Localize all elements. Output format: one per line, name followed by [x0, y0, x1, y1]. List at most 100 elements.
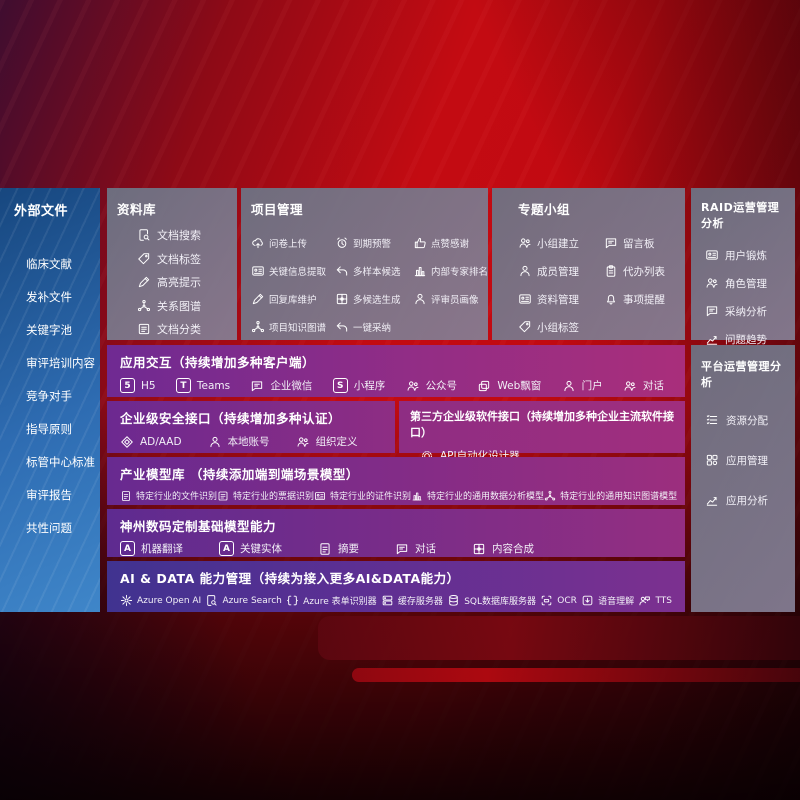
app-manage-icon	[705, 453, 719, 467]
feature-item: 评审员画像	[413, 285, 488, 313]
feature-item: 回复库维护	[251, 285, 333, 313]
member-manage-icon	[518, 264, 532, 278]
id-recognition-icon	[314, 490, 326, 502]
org-define-icon	[296, 435, 310, 449]
panel-title-platform: 平台运营管理分析	[701, 360, 782, 389]
service-item: SQL数据库服务器	[447, 594, 536, 607]
highlight-icon	[137, 275, 151, 289]
sidebar-item: 审评培训内容	[26, 356, 95, 370]
sidebar-item: 共性问题	[26, 521, 72, 535]
panel-title-thirdparty: 第三方企业级软件接口（持续增加多种企业主流软件接口）	[410, 410, 674, 439]
capability-item: 内容合成	[472, 541, 534, 556]
feature-item: 问题趋势	[705, 325, 787, 353]
upload-cloud-icon	[251, 236, 265, 250]
service-item: Azure Search	[205, 594, 282, 607]
summary-icon	[318, 542, 332, 556]
speech-understanding-icon	[581, 594, 594, 607]
capability-item: 对话	[395, 541, 436, 556]
feature-item: 事项提醒	[604, 285, 673, 313]
group-tag-icon	[518, 320, 532, 334]
feature-item: 关键信息提取	[251, 257, 333, 285]
laptop-silhouette	[318, 616, 800, 660]
app-analysis-icon	[705, 493, 719, 507]
thirdparty-interface-panel: 第三方企业级软件接口（持续增加多种企业主流软件接口） API自动化设计器	[399, 401, 685, 462]
azure-search-icon	[205, 594, 218, 607]
sidebar-item: 临床文献	[26, 257, 72, 271]
wechat-work-icon	[250, 379, 264, 393]
feature-item: 留言板	[604, 229, 673, 257]
platform-analysis-panel: 平台运营管理分析 资源分配 应用管理 应用分析	[691, 345, 795, 612]
resource-alloc-icon	[705, 413, 719, 427]
row-title-interaction: 应用交互（持续增加多种客户端）	[120, 355, 316, 370]
feature-item: 角色管理	[705, 269, 787, 297]
translate-icon: A	[120, 541, 135, 556]
auth-item: 本地账号	[208, 434, 270, 449]
service-item: OCR	[540, 594, 577, 607]
service-item: Azure 表单识别器	[286, 594, 377, 607]
feature-item: 应用分析	[705, 480, 787, 520]
web-popup-icon	[477, 379, 491, 393]
local-account-icon	[208, 435, 222, 449]
client-item: 对话	[623, 378, 664, 393]
portal-icon	[562, 379, 576, 393]
app-interaction-row: 应用交互（持续增加多种客户端） 5 H5 T Teams 企业微信 S 小程序 …	[107, 345, 685, 397]
sql-server-icon	[447, 594, 460, 607]
feature-item: 成员管理	[518, 257, 604, 285]
client-item: T Teams	[175, 378, 230, 393]
feature-item: 项目知识图谱	[251, 313, 333, 341]
issue-trend-icon	[705, 332, 719, 346]
official-account-icon	[406, 379, 420, 393]
feature-item: 代办列表	[604, 257, 673, 285]
feature-item: 点赞感谢	[413, 229, 488, 257]
panel-title-external-files: 外部文件	[14, 204, 69, 219]
feature-item: 采纳分析	[705, 297, 787, 325]
panel-title-security: 企业级安全接口（持续增加多种认证）	[120, 411, 342, 426]
model-item: 特定行业的文件识别	[120, 489, 217, 502]
tts-icon	[638, 594, 651, 607]
user-card-icon	[705, 248, 719, 262]
expert-rank-icon	[413, 264, 427, 278]
feature-item: 一键采纳	[335, 313, 411, 341]
relation-graph-icon	[137, 299, 151, 313]
invoice-recognition-icon	[217, 490, 229, 502]
row-title-base-model: 神州数码定制基础模型能力	[120, 519, 277, 534]
feature-item: 用户锻炼	[705, 241, 787, 269]
feature-item: 关系图谱	[137, 297, 227, 315]
panel-title-library: 资料库	[117, 202, 157, 217]
reply-maintain-icon	[251, 292, 265, 306]
ocr-icon	[540, 594, 553, 607]
adopt-analysis-icon	[705, 304, 719, 318]
sidebar-item: 指导原则	[26, 422, 72, 436]
feature-item: 小组标签	[518, 313, 604, 341]
service-item: Azure Open AI	[120, 594, 201, 607]
model-item: 特定行业的票据识别	[217, 489, 314, 502]
security-interface-panel: 企业级安全接口（持续增加多种认证） AD/AAD 本地账号 组织定义	[107, 401, 395, 453]
alarm-icon	[335, 236, 349, 250]
knowledge-graph-icon	[251, 320, 265, 334]
industry-model-row: 产业模型库 （持续添加端到端场景模型） 特定行业的文件识别 特定行业的票据识别 …	[107, 457, 685, 505]
row-title-industry: 产业模型库 （持续添加端到端场景模型）	[120, 467, 359, 482]
teams-icon: T	[175, 378, 191, 393]
multi-sample-icon	[335, 264, 349, 278]
ad-aad-icon	[120, 435, 134, 449]
project-management-panel: 项目管理 问卷上传 到期预警 点赞感谢 关键信息提取 多样本候选 内部专家排名	[241, 188, 488, 340]
service-item: 语音理解	[581, 594, 634, 607]
doc-search-icon	[137, 228, 151, 242]
ai-data-row: AI & DATA 能力管理（持续为接入更多AI&DATA能力） Azure O…	[107, 561, 685, 612]
dialog-icon	[623, 379, 637, 393]
message-board-icon	[604, 236, 618, 250]
sidebar-item: 关键字池	[26, 323, 72, 337]
doc-classify-icon	[137, 322, 151, 336]
topic-group-panel: 专题小组 小组建立 留言板 成员管理 代办列表 资料管理 事项提醒	[492, 188, 685, 340]
feature-item: 多候选生成	[335, 285, 411, 313]
form-recognizer-icon	[286, 594, 299, 607]
openai-icon	[120, 594, 133, 607]
capability-item: A 机器翻译	[120, 541, 183, 556]
sidebar-item: 审评报告	[26, 488, 72, 502]
feature-item: 到期预警	[335, 229, 411, 257]
raid-analysis-panel: RAID运营管理分析 用户锻炼 角色管理 采纳分析 问题趋势	[691, 188, 795, 346]
client-item: 企业微信	[250, 378, 312, 393]
feature-item: 资料管理	[518, 285, 604, 313]
multi-generate-icon	[335, 292, 349, 306]
cache-server-icon	[381, 594, 394, 607]
